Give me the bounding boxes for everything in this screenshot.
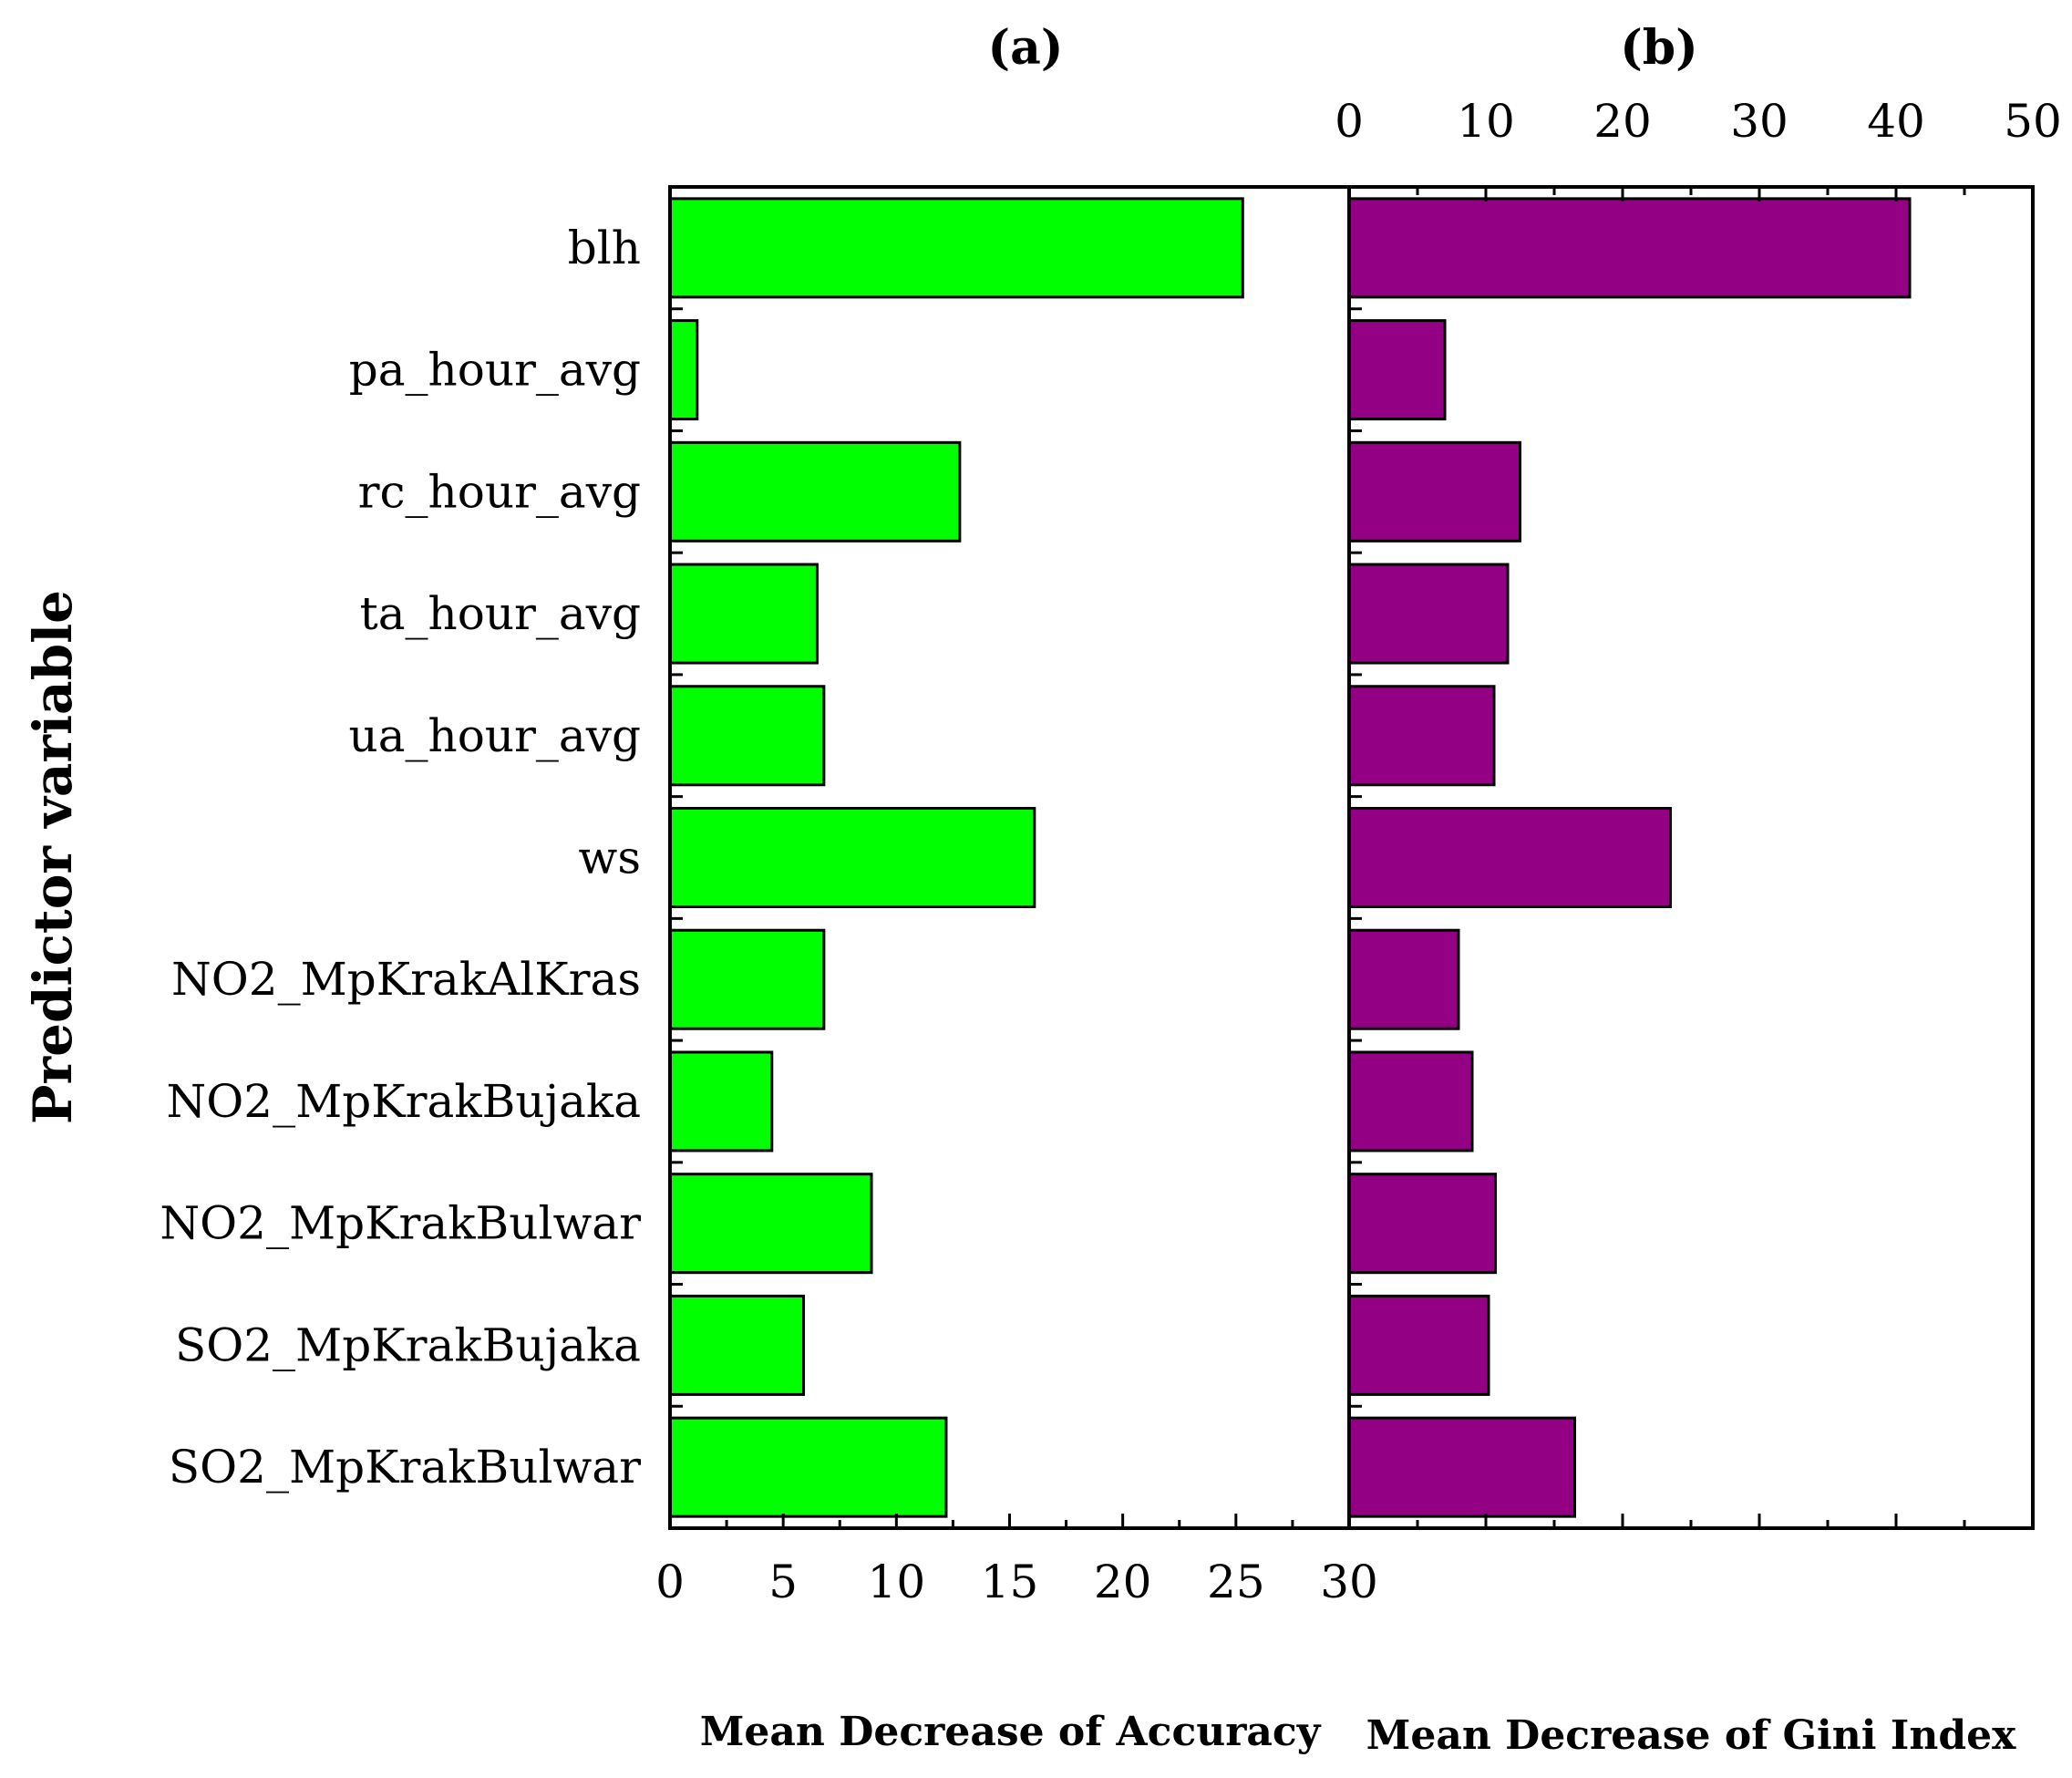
bar-a-NO2_MpKrakBujaka [668,1050,774,1153]
category-label: SO2_MpKrakBulwar [169,1441,641,1494]
bar-a-ta_hour_avg [668,563,819,665]
x-tick-label-b: 20 [1593,95,1652,148]
x-tick-label-a: 0 [655,1556,685,1608]
x-tick-label-a: 20 [1094,1556,1152,1608]
x-tick-label-b: 30 [1730,95,1789,148]
x-tick-label-b: 40 [1867,95,1925,148]
panel-label-a: (a) [988,20,1064,76]
bar-b-ua_hour_avg [1347,685,1496,787]
x-tick-label-b: 0 [1335,95,1364,148]
category-label: SO2_MpKrakBujaka [175,1318,641,1371]
category-label: blh [568,222,641,274]
bar-b-NO2_MpKrakBulwar [1347,1173,1497,1275]
x-tick-label-a: 5 [768,1556,798,1608]
bar-a-NO2_MpKrakBulwar [668,1173,873,1275]
y-axis-title: Predictor variable [22,590,84,1124]
category-label: ta_hour_avg [360,587,641,640]
plot-frame [668,185,2035,1530]
category-label: NO2_MpKrakBulwar [160,1197,641,1250]
bar-a-blh [668,197,1244,299]
bar-b-SO2_MpKrakBujaka [1347,1294,1490,1396]
category-label: rc_hour_avg [358,465,641,518]
x-tick-label-a: 15 [981,1556,1039,1608]
bar-a-NO2_MpKrakAlKras [668,928,826,1030]
category-label: ws [579,832,641,884]
x-tick-label-a: 25 [1207,1556,1265,1608]
bar-a-SO2_MpKrakBujaka [668,1294,806,1396]
bar-a-ws [668,807,1036,908]
panel-label-b: (b) [1620,20,1698,76]
x-tick-label-b: 10 [1457,95,1515,148]
bar-b-ws [1347,807,1672,908]
bar-b-NO2_MpKrakBujaka [1347,1050,1474,1153]
x-axis-title-b: Mean Decrease of Gini Index [1366,1712,2016,1759]
category-label: ua_hour_avg [349,709,641,762]
bar-a-SO2_MpKrakBulwar [668,1416,948,1518]
bar-a-pa_hour_avg [668,319,699,421]
x-tick-label-b: 50 [2004,95,2062,148]
category-label: NO2_MpKrakBujaka [167,1075,641,1128]
bar-a-rc_hour_avg [668,440,962,543]
bar-b-NO2_MpKrakAlKras [1347,928,1460,1030]
bar-b-ta_hour_avg [1347,563,1510,665]
bar-b-pa_hour_avg [1347,319,1447,421]
bar-b-SO2_MpKrakBulwar [1347,1416,1576,1518]
bar-a-ua_hour_avg [668,685,826,787]
bar-b-rc_hour_avg [1347,440,1521,543]
category-label: NO2_MpKrakAlKras [171,953,641,1006]
category-label: pa_hour_avg [349,344,641,397]
x-tick-label-a: 30 [1320,1556,1378,1608]
bar-b-blh [1347,197,1912,299]
x-tick-label-a: 10 [868,1556,926,1608]
x-axis-title-a: Mean Decrease of Accuracy [700,1709,1322,1755]
